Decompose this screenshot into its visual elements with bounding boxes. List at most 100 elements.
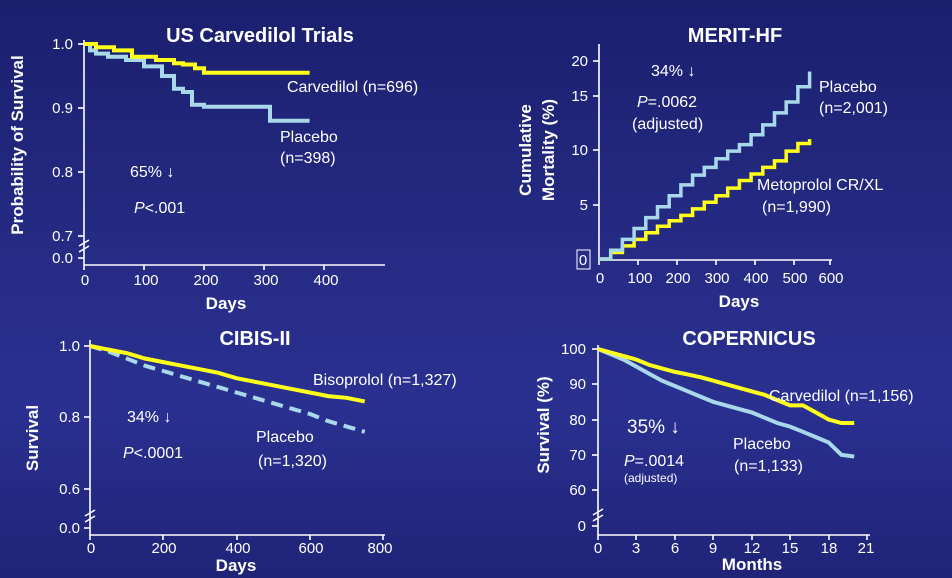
series-label-placebo: Placebo xyxy=(733,436,791,453)
x-tick-label: 15 xyxy=(782,540,799,557)
zero-highlight-box xyxy=(576,249,591,270)
y-tick-label: 100 xyxy=(561,341,586,358)
chart-title: CIBIS-II xyxy=(219,328,290,350)
x-tick-label: 6 xyxy=(671,540,679,557)
x-tick-label: 200 xyxy=(151,540,176,557)
series-line-bisoprolol xyxy=(89,344,366,404)
p-value: <.001 xyxy=(145,200,186,217)
x-axis-label: Days xyxy=(206,294,247,313)
axis-break-icon xyxy=(84,509,96,523)
p-value: =.0014 xyxy=(635,453,684,470)
y-tick-label: 60 xyxy=(569,482,586,499)
y-axis-label: Probability of Survival xyxy=(8,55,27,235)
y-tick-label: 0.8 xyxy=(59,409,80,426)
x-tick-label: 0 xyxy=(87,540,95,557)
p-value-annotation: P=.0062 xyxy=(637,94,697,111)
panel-copernicus: COPERNICUS Survival (%) Months 100 90 80… xyxy=(534,328,914,574)
y-axis-label: Survival xyxy=(23,405,42,471)
reduction-annotation: 34% ↓ xyxy=(651,63,695,80)
chart-title: MERIT-HF xyxy=(688,25,782,47)
x-tick-label: 100 xyxy=(627,270,652,287)
p-value-annotation: P<.001 xyxy=(134,200,185,217)
reduction-annotation: 34% ↓ xyxy=(127,409,171,426)
x-axis-label: Months xyxy=(722,555,782,574)
p-value-annotation: P<.0001 xyxy=(123,445,183,462)
panel-cibis-ii: CIBIS-II Survival Days 1.0 0.8 0.6 0.0 0… xyxy=(23,328,457,575)
x-tick-label: 400 xyxy=(313,272,338,289)
series-label-placebo: Placebo xyxy=(819,79,877,96)
x-tick-label: 500 xyxy=(782,270,807,287)
y-tick-label: 15 xyxy=(571,88,588,105)
x-tick-label: 300 xyxy=(253,272,278,289)
x-axis-label: Days xyxy=(216,556,257,575)
x-tick-label: 0 xyxy=(81,272,89,289)
panel-merit-hf: MERIT-HF Cumulative Mortality (%) Days 0… xyxy=(516,25,888,311)
series-label-placebo: Placebo xyxy=(256,429,314,446)
y-tick-label: 0.0 xyxy=(52,250,73,267)
y-axis-label: Survival (%) xyxy=(534,376,553,473)
x-tick-label: 200 xyxy=(665,270,690,287)
y-tick-label: 0.8 xyxy=(52,164,73,181)
y-tick-label: 80 xyxy=(569,412,586,429)
reduction-annotation: 65% ↓ xyxy=(130,164,174,181)
series-label-placebo: Placebo xyxy=(280,129,338,146)
series-label-carvedilol: Carvedilol (n=696) xyxy=(287,79,418,96)
series-line-placebo xyxy=(599,71,812,261)
series-label-metoprolol: Metoprolol CR/XL xyxy=(757,177,883,194)
p-value: <.0001 xyxy=(134,445,183,462)
p-value: =.0062 xyxy=(648,94,697,111)
p-italic: P xyxy=(637,94,648,111)
adjusted-annotation: (adjusted) xyxy=(632,116,703,133)
adjusted-annotation: (adjusted) xyxy=(624,471,677,485)
y-tick-label: 1.0 xyxy=(59,338,80,355)
chart-title: COPERNICUS xyxy=(682,328,815,350)
x-tick-label: 12 xyxy=(744,540,761,557)
x-tick-label: 100 xyxy=(133,272,158,289)
x-tick-label: 800 xyxy=(367,540,392,557)
series-line-placebo xyxy=(89,344,366,434)
series-line-placebo xyxy=(597,347,855,459)
axes xyxy=(89,340,385,536)
x-tick-label: 300 xyxy=(704,270,729,287)
y-tick-label: 0.7 xyxy=(52,228,73,245)
series-label-bisoprolol: Bisoprolol (n=1,327) xyxy=(313,372,457,389)
p-italic: P xyxy=(123,445,134,462)
x-tick-label: 0 xyxy=(594,540,602,557)
y-tick-label: 0.6 xyxy=(59,481,80,498)
x-tick-label: 600 xyxy=(298,540,323,557)
y-tick-label: 70 xyxy=(569,447,586,464)
series-label-placebo-n: (n=1,133) xyxy=(734,458,803,475)
series-label-metoprolol-n: (n=1,990) xyxy=(762,199,831,216)
y-tick-label: 1.0 xyxy=(52,36,73,53)
p-italic: P xyxy=(134,200,145,217)
p-italic: P xyxy=(624,453,635,470)
x-tick-label: 21 xyxy=(858,540,875,557)
y-axis-label-2: Mortality (%) xyxy=(539,99,558,201)
reduction-annotation: 35% ↓ xyxy=(627,417,680,438)
series-label-placebo-n: (n=1,320) xyxy=(258,453,327,470)
p-value-annotation: P=.0014 xyxy=(624,453,684,470)
series-label-carvedilol: Carvedilol (n=1,156) xyxy=(769,388,914,405)
series-line-carvedilol xyxy=(597,347,855,425)
x-tick-label: 18 xyxy=(821,540,838,557)
y-axis-label: Cumulative xyxy=(516,104,535,196)
y-tick-label: 10 xyxy=(571,142,588,159)
x-tick-label: 3 xyxy=(632,540,640,557)
series-line-placebo xyxy=(84,42,310,123)
axis-break-icon xyxy=(78,239,90,253)
y-tick-label: 5 xyxy=(580,197,588,214)
x-axis-label: Days xyxy=(719,292,760,311)
series-line-carvedilol xyxy=(84,42,310,75)
y-tick-label: 20 xyxy=(571,53,588,70)
y-tick-label: 0 xyxy=(578,518,586,535)
y-tick-label: 0.9 xyxy=(52,100,73,117)
x-tick-label: 600 xyxy=(818,270,843,287)
x-tick-label: 0 xyxy=(596,270,604,287)
axis-break-icon xyxy=(592,508,604,522)
x-tick-label: 200 xyxy=(193,272,218,289)
y-tick-label: 0 xyxy=(579,252,587,269)
y-tick-label: 90 xyxy=(569,376,586,393)
panel-us-carvedilol: US Carvedilol Trials Probability of Surv… xyxy=(8,25,418,313)
chart-title: US Carvedilol Trials xyxy=(166,25,354,47)
